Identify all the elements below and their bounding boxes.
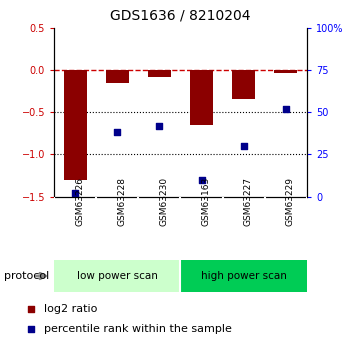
Text: protocol: protocol	[4, 271, 49, 281]
Bar	[190, 70, 213, 125]
Text: GSM63163: GSM63163	[201, 177, 210, 226]
Point	[241, 143, 247, 149]
Bar	[54, 260, 180, 292]
Text: GSM63229: GSM63229	[286, 177, 295, 226]
Point	[199, 177, 204, 183]
Bar	[180, 260, 307, 292]
Text: high power scan: high power scan	[201, 271, 287, 281]
Point	[28, 326, 34, 332]
Point	[28, 306, 34, 312]
Text: GSM63228: GSM63228	[117, 177, 126, 226]
Bar	[148, 70, 171, 77]
Text: log2 ratio: log2 ratio	[44, 304, 97, 314]
Text: low power scan: low power scan	[77, 271, 158, 281]
Bar	[274, 70, 297, 73]
Bar	[64, 70, 87, 180]
Text: GSM63230: GSM63230	[160, 177, 169, 226]
Point	[283, 106, 289, 111]
Text: GSM63226: GSM63226	[75, 177, 84, 226]
Text: GDS1636 / 8210204: GDS1636 / 8210204	[110, 9, 251, 23]
Point	[114, 130, 120, 135]
Text: GSM63227: GSM63227	[244, 177, 253, 226]
Bar	[106, 70, 129, 82]
Text: percentile rank within the sample: percentile rank within the sample	[44, 324, 232, 334]
Point	[157, 123, 162, 128]
Bar	[232, 70, 255, 99]
Point	[72, 190, 78, 196]
